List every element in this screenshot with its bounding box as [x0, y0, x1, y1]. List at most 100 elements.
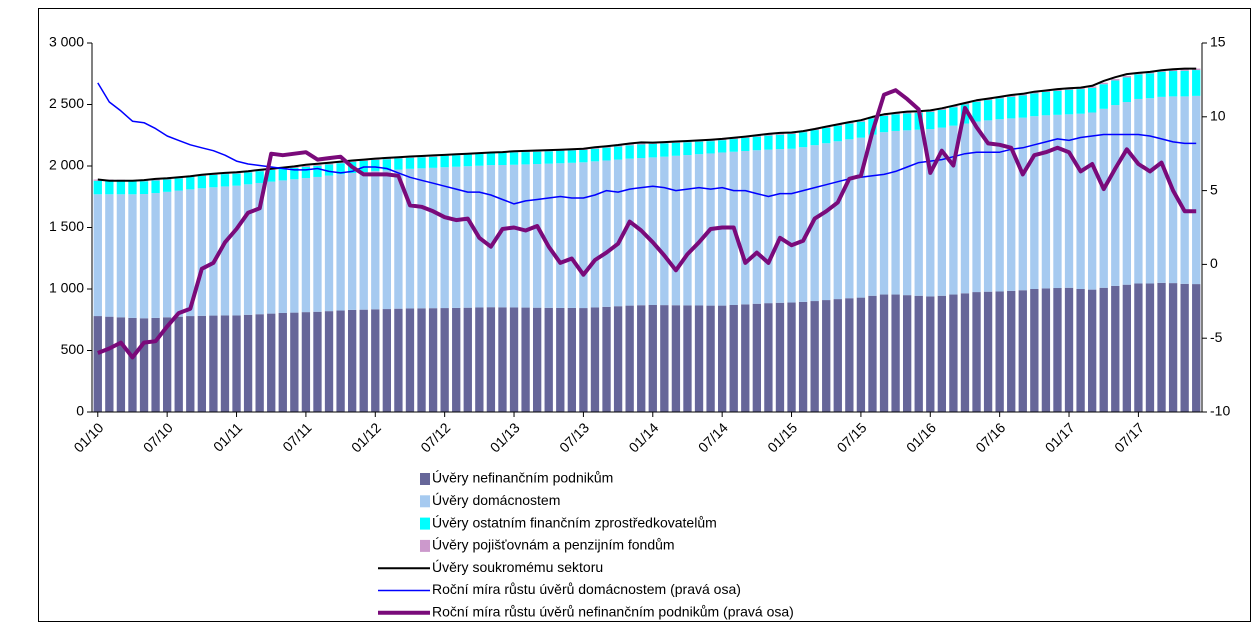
bar: [914, 295, 923, 412]
bar: [486, 307, 496, 412]
bar: [625, 158, 634, 306]
bar: [556, 307, 565, 412]
bar: [567, 307, 577, 412]
bar: [301, 166, 311, 179]
bar: [856, 121, 866, 138]
bar: [810, 301, 819, 412]
bar: [313, 176, 322, 312]
bar: [394, 308, 403, 412]
bar: [891, 294, 900, 412]
bar: [902, 112, 912, 114]
bar: [440, 155, 449, 168]
bar: [1180, 69, 1189, 71]
bar: [1134, 283, 1143, 412]
bar: [902, 130, 912, 296]
bar: [683, 305, 692, 412]
bar: [486, 165, 496, 308]
bar: [452, 166, 461, 308]
bar: [209, 187, 218, 316]
bar: [1076, 113, 1085, 289]
bar: [856, 137, 866, 298]
bar: [1007, 95, 1016, 97]
bar: [983, 100, 993, 121]
bar: [937, 295, 947, 412]
bar: [243, 184, 253, 315]
bar: [822, 143, 831, 301]
bar: [151, 317, 160, 412]
bar: [359, 309, 368, 412]
y2-tick-label: -10: [1210, 403, 1230, 419]
bar: [775, 133, 785, 135]
bar: [394, 169, 403, 309]
bar: [290, 312, 299, 412]
bar: [290, 179, 299, 313]
bar: [220, 315, 230, 412]
bar: [683, 155, 692, 306]
bar: [1018, 290, 1027, 412]
bar: [405, 168, 415, 309]
y-tick-label: 1 500: [49, 218, 84, 234]
bar: [579, 308, 588, 412]
bar: [926, 111, 935, 130]
bar: [671, 142, 681, 156]
bar: [278, 312, 287, 412]
bar: [764, 149, 773, 304]
bar: [151, 180, 160, 194]
bar: [463, 307, 472, 412]
bar: [810, 145, 819, 302]
bar: [162, 317, 172, 412]
bar: [613, 159, 623, 307]
bar: [960, 123, 970, 294]
bar: [521, 164, 530, 308]
y-tick-label: 500: [61, 341, 85, 357]
bar: [845, 139, 854, 299]
bar: [671, 305, 681, 412]
bar: [625, 305, 634, 412]
bar: [833, 125, 842, 142]
bar: [301, 178, 311, 313]
bar: [336, 163, 345, 175]
bar: [1076, 89, 1085, 114]
bar: [648, 304, 657, 412]
bar: [694, 305, 704, 412]
bar: [278, 168, 287, 181]
y2-tick-label: 0: [1210, 255, 1218, 271]
bar: [960, 293, 970, 412]
bar: [255, 182, 264, 315]
bar: [775, 149, 785, 303]
bar: [798, 132, 808, 148]
bar: [324, 311, 334, 412]
bar: [428, 167, 438, 309]
bar: [1007, 96, 1016, 119]
bar: [1099, 84, 1108, 109]
bar: [1007, 290, 1016, 412]
legend-label: Roční míra růstu úvěrů domácnostem (prav…: [432, 581, 741, 597]
bar: [116, 181, 126, 195]
bar: [683, 142, 692, 156]
legend-label: Úvěry domácnostem: [432, 492, 560, 508]
bar: [151, 193, 160, 318]
bar: [798, 301, 808, 412]
legend-swatch: [420, 539, 430, 552]
bar: [775, 302, 785, 412]
bar: [972, 292, 981, 412]
bar: [1192, 284, 1201, 412]
bar: [186, 177, 195, 190]
bar: [1122, 75, 1132, 78]
legend-swatch: [420, 473, 430, 485]
bar: [532, 164, 542, 308]
bar: [949, 125, 958, 295]
bar: [532, 307, 542, 412]
bar: [1111, 105, 1120, 286]
bar: [105, 316, 114, 412]
bar: [532, 151, 542, 165]
y-tick-label: 0: [76, 403, 84, 419]
legend-label: Roční míra růstu úvěrů nefinančním podni…: [432, 604, 794, 620]
bar: [833, 141, 842, 300]
bar: [671, 155, 681, 306]
bar: [845, 298, 854, 412]
y-tick-label: 2 500: [49, 95, 84, 111]
bar: [232, 315, 241, 412]
bar: [741, 150, 750, 305]
bar: [556, 163, 565, 308]
